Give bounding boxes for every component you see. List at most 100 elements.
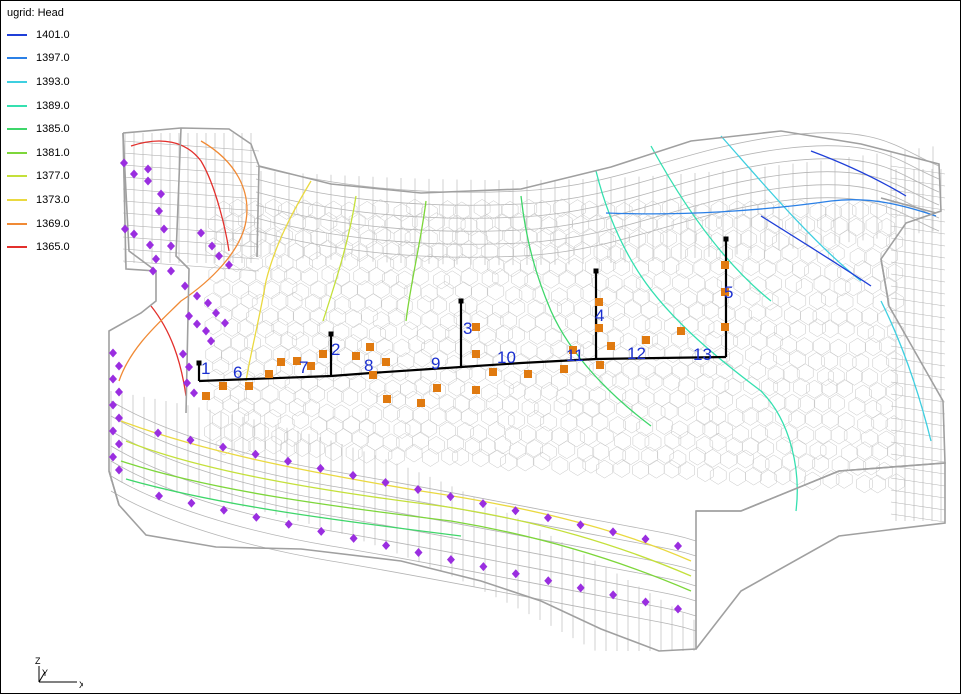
head-contour-line (245, 180, 312, 382)
mesh-layer-line (890, 273, 946, 283)
boundary-diamond-icon (144, 164, 152, 174)
mesh-layer-line (122, 224, 260, 236)
observation-point-icon (489, 368, 497, 376)
legend-entry: 1401.0 (7, 23, 70, 47)
boundary-diamond-icon (179, 349, 187, 359)
legend-swatch (7, 104, 27, 107)
mesh-layer-line (255, 158, 940, 219)
mesh-layer-line (255, 132, 940, 193)
boundary-diamond-icon (154, 428, 162, 438)
legend-entry: 1365.0 (7, 235, 70, 259)
mesh-layer-line (255, 145, 940, 206)
mesh-layer-line (890, 441, 946, 451)
boundary-diamond-icon (284, 456, 292, 466)
boundary-diamond-icon (284, 519, 293, 529)
boundary-diamond-icon (251, 449, 260, 459)
mesh-outline-edge (880, 197, 937, 214)
well-top-node (723, 236, 729, 242)
well-top-node (593, 268, 599, 274)
mesh-layer-line (890, 489, 946, 499)
mesh-layer-line (890, 345, 946, 355)
legend-entry: 1377.0 (7, 165, 70, 189)
legend-label: 1377.0 (36, 170, 70, 183)
boundary-diamond-icon (576, 520, 585, 530)
legend-entry: 1369.0 (7, 212, 70, 236)
mesh-layer-line (890, 237, 946, 247)
head-contour-line (650, 145, 772, 302)
boundary-diamond-icon (219, 442, 227, 452)
boundary-diamond-icon (155, 491, 163, 501)
boundary-diamond-icon (160, 224, 168, 234)
observation-point-icon (245, 382, 253, 390)
boundary-diamond-icon (414, 485, 422, 494)
well-label: 10 (497, 348, 516, 367)
observation-point-icon (596, 361, 604, 369)
mesh-layer-line (890, 261, 946, 271)
boundary-diamond-icon (190, 388, 198, 398)
boundary-diamond-icon (674, 541, 682, 551)
observation-point-icon (369, 371, 377, 379)
legend-swatch (7, 80, 27, 83)
mesh-layer-line (110, 475, 697, 617)
observation-point-icon (642, 336, 650, 344)
boundary-diamond-icon (187, 498, 196, 508)
boundary-diamond-icon (221, 318, 229, 328)
observation-point-icon (524, 370, 532, 378)
boundary-diamond-icon (219, 505, 228, 515)
boundary-diamond-icon (130, 229, 138, 239)
legend-swatch (7, 198, 27, 201)
mesh-layer-line (890, 309, 946, 319)
y-axis-label: Y (42, 668, 48, 678)
boundary-diamond-icon (641, 597, 650, 607)
legend-label: 1365.0 (36, 241, 70, 254)
mesh-outline-edge (108, 470, 120, 506)
mesh-layer-line (890, 369, 946, 379)
legend-entry: 1389.0 (7, 94, 70, 118)
observation-point-icon (472, 323, 480, 331)
boundary-diamond-icon (185, 311, 193, 321)
mesh-layer-line (890, 189, 946, 199)
observation-point-icon (569, 346, 577, 354)
legend-entry: 1393.0 (7, 70, 70, 94)
legend-swatch (7, 222, 27, 225)
boundary-diamond-icon (149, 266, 157, 276)
observation-point-icon (721, 261, 729, 269)
well-label: 4 (595, 306, 604, 325)
well-label: 13 (693, 345, 712, 364)
boundary-diamond-icon (115, 465, 123, 475)
observation-point-icon (277, 358, 285, 366)
mesh-layer-line (890, 249, 946, 259)
observation-point-icon (307, 362, 315, 370)
well-label: 6 (233, 363, 242, 382)
boundary-diamond-icon (183, 378, 191, 388)
boundary-diamond-icon (167, 266, 175, 276)
boundary-diamond-icon (115, 387, 123, 397)
legend-label: 1381.0 (36, 146, 70, 159)
head-contour-line (595, 170, 798, 512)
boundary-diamond-icon (208, 241, 216, 251)
boundary-diamond-icon (381, 477, 390, 487)
boundary-diamond-icon (576, 583, 585, 593)
head-contour-line (120, 460, 692, 592)
head-contour-line (760, 215, 872, 287)
boundary-diamond-icon (115, 413, 123, 423)
legend-label: 1373.0 (36, 193, 70, 206)
mesh-layer-line (255, 171, 940, 232)
observation-point-icon (560, 365, 568, 373)
legend-swatch (7, 175, 27, 178)
boundary-diamond-icon (511, 569, 520, 579)
boundary-diamond-icon (109, 348, 117, 358)
mesh-outline-edge (122, 132, 157, 272)
x-axis-label: X (79, 680, 83, 690)
boundary-diamond-icon (204, 298, 212, 308)
observation-point-icon (382, 358, 390, 366)
observation-point-icon (472, 350, 480, 358)
boundary-diamond-icon (197, 228, 205, 238)
observation-point-icon (383, 395, 391, 403)
boundary-diamond-icon (109, 452, 117, 462)
mesh-outline-edge (175, 127, 190, 414)
boundary-diamond-icon (544, 576, 553, 586)
